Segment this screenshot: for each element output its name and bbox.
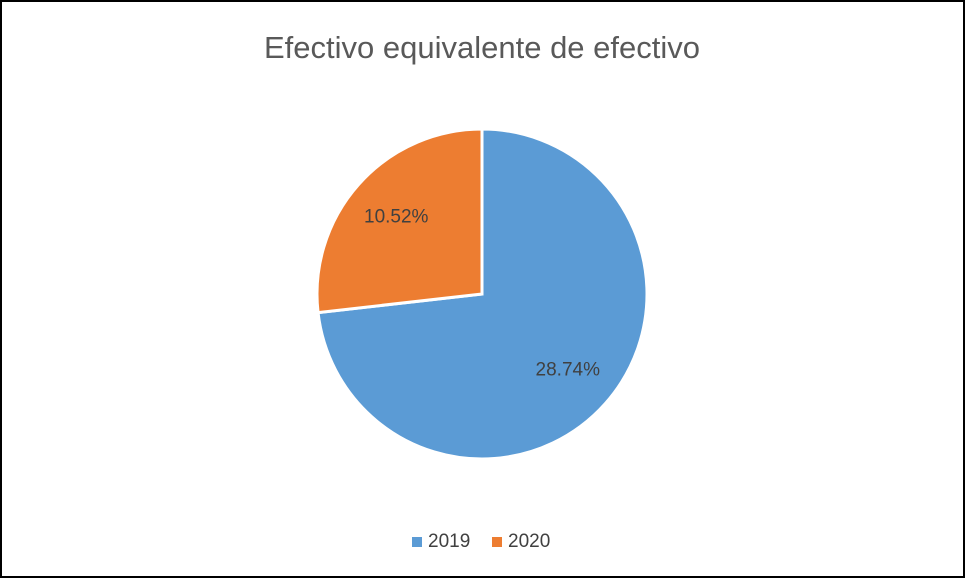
legend-swatch xyxy=(412,537,422,547)
legend-swatch xyxy=(492,537,502,547)
data-label: 10.52% xyxy=(364,206,429,227)
data-label: 28.74% xyxy=(536,360,601,381)
legend-label: 2019 xyxy=(428,531,470,552)
legend-label: 2020 xyxy=(508,531,550,552)
chart-title: Efectivo equivalente de efectivo xyxy=(264,30,700,65)
pie-slice xyxy=(315,127,484,315)
